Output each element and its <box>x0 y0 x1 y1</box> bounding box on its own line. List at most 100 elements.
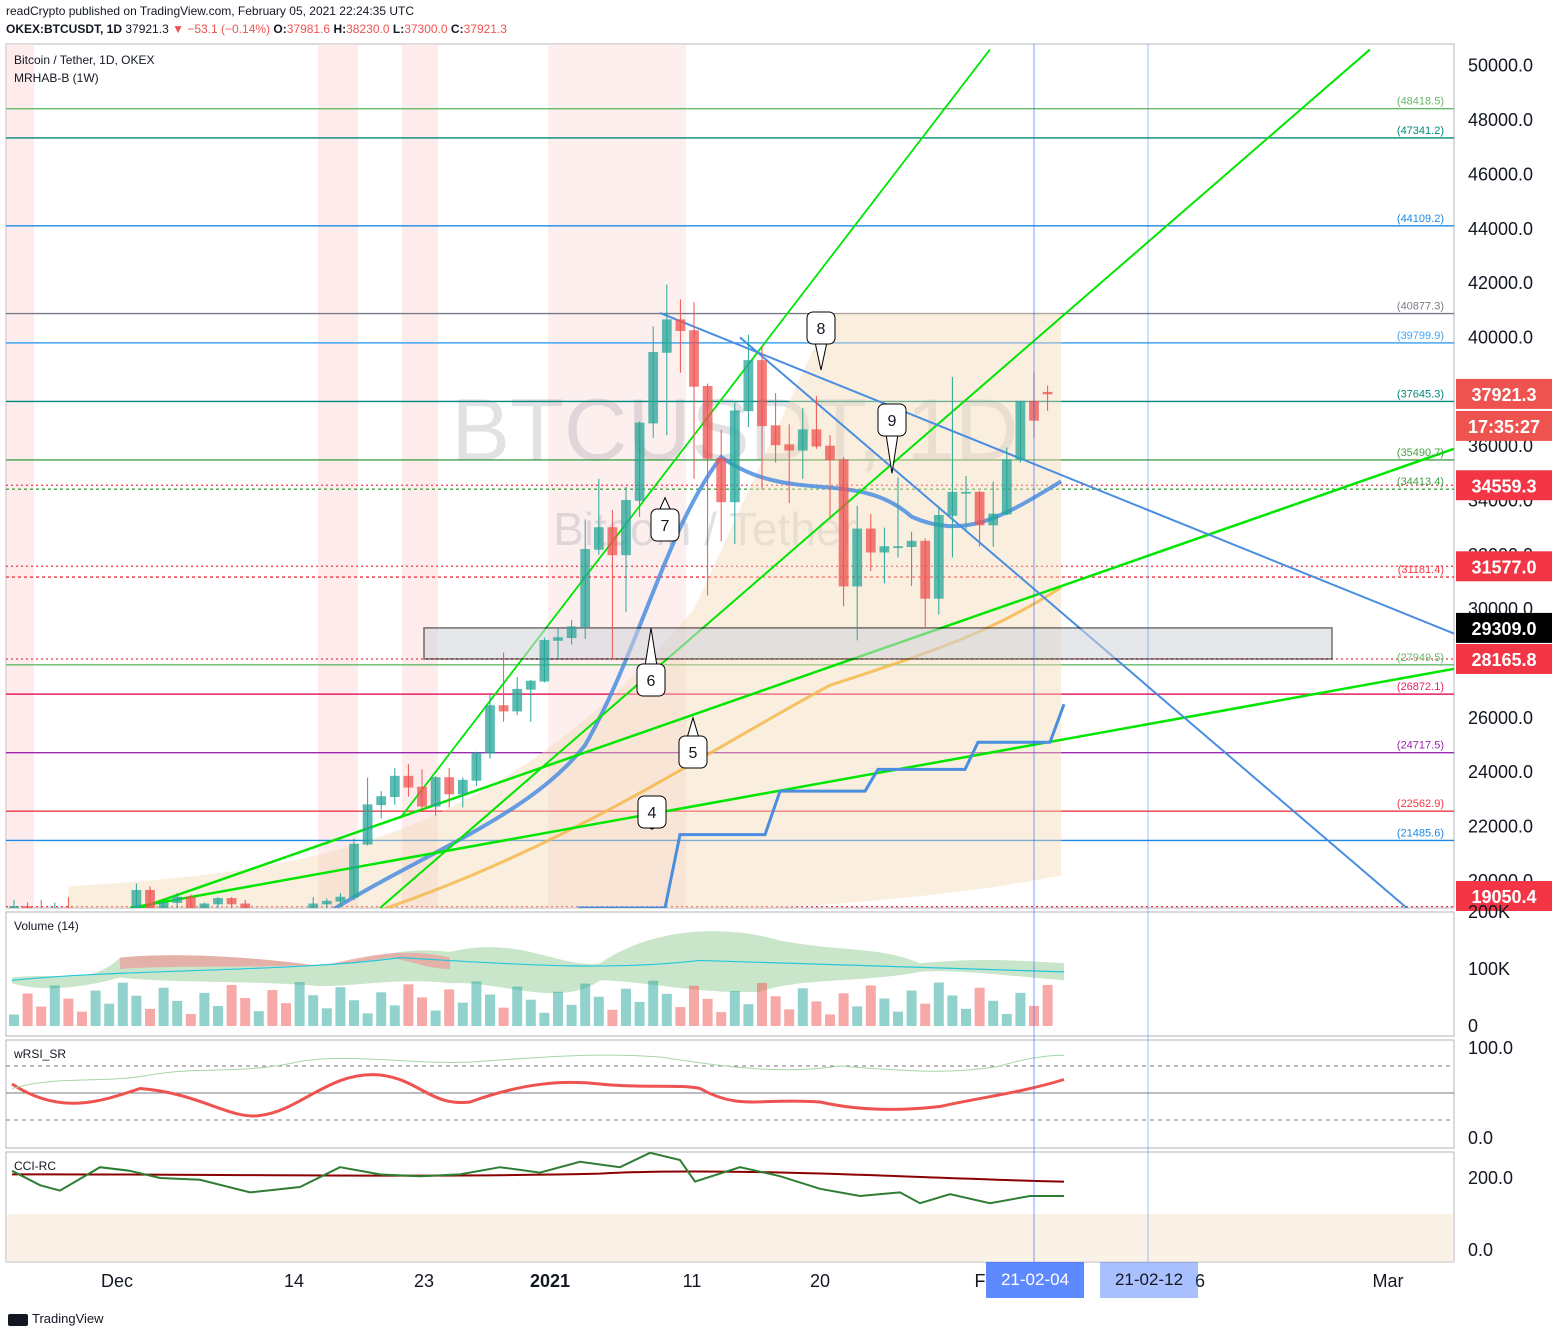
volume-bar <box>485 994 495 1026</box>
price-change: ▼ −53.1 (−0.14%) <box>172 22 271 36</box>
volume-bar <box>879 998 890 1026</box>
candle <box>553 628 563 659</box>
wave-marker-8: 8 <box>806 311 836 371</box>
candle-body <box>417 786 427 807</box>
candle-body <box>566 626 577 639</box>
volume-bar <box>104 1003 115 1026</box>
candle-body <box>974 491 985 526</box>
volume-bar <box>825 1014 835 1026</box>
volume-bar <box>906 990 917 1026</box>
wrsi-axis-tick: 0.0 <box>1468 1128 1493 1148</box>
level-label: (47341.2) <box>1397 125 1444 137</box>
volume-bar <box>566 1004 577 1026</box>
volume-bar <box>321 1008 332 1026</box>
volume-bar <box>539 1012 550 1026</box>
wave-marker-6: 6 <box>636 628 666 697</box>
candle-body <box>634 422 645 501</box>
candle <box>158 899 169 908</box>
level-label: (44109.2) <box>1397 213 1444 225</box>
candle-body <box>702 385 713 459</box>
candle-body <box>743 360 754 412</box>
volume-bar <box>417 997 427 1026</box>
wave-marker-9: 9 <box>877 403 907 474</box>
candle-body <box>22 906 33 908</box>
price-axis-tick: 50000.0 <box>1468 56 1533 76</box>
volume-ma <box>11 956 1065 981</box>
marker-label: 8 <box>817 321 826 338</box>
wrsi-pane[interactable] <box>5 1039 1455 1149</box>
candle <box>920 538 931 629</box>
volume-bar <box>145 1008 155 1026</box>
level-label: (31181.4) <box>1398 564 1444 576</box>
candle <box>498 652 509 722</box>
candle <box>947 376 958 558</box>
volume-bar <box>811 1001 822 1026</box>
candle <box>716 429 727 542</box>
candle-body <box>131 889 142 908</box>
price-tag-bg <box>1456 612 1552 643</box>
candle <box>757 345 767 490</box>
volume-bar <box>621 988 631 1026</box>
open-value: 37981.6 <box>286 22 331 36</box>
marker-box <box>636 663 666 697</box>
candle <box>9 899 19 908</box>
candle-body <box>675 319 686 332</box>
cci-axis-tick: 200.0 <box>1468 1168 1513 1188</box>
price-tag-bg <box>1456 881 1552 911</box>
candle <box>63 897 74 908</box>
candle-body <box>158 902 169 908</box>
candle-body <box>430 777 441 807</box>
candle-body <box>661 319 672 353</box>
volume-bar <box>525 999 536 1026</box>
candle <box>906 531 917 587</box>
candle-body <box>1042 391 1053 395</box>
candle-body <box>226 898 237 905</box>
tradingview-logo-icon <box>8 1313 28 1326</box>
candle <box>865 514 876 572</box>
volume-bar <box>852 1006 863 1026</box>
volume-bar <box>1001 1013 1012 1026</box>
wrsi-line <box>11 1073 1065 1118</box>
volume-bar <box>63 998 74 1026</box>
price-tag: 28165.8 <box>1471 650 1536 670</box>
candle-body <box>797 429 808 451</box>
candle-body <box>621 500 631 556</box>
cci-ma <box>11 1170 1065 1183</box>
wrsi-signal <box>11 1054 1065 1089</box>
candle-body <box>172 896 183 903</box>
volume-bar <box>648 980 659 1026</box>
marker-label: 6 <box>647 673 656 690</box>
candle <box>349 838 359 900</box>
candle-body <box>376 796 387 806</box>
candle-body <box>321 900 332 905</box>
price-tag-bg <box>1456 643 1552 674</box>
cci-title: CCI-RC <box>14 1159 56 1173</box>
candle <box>770 393 781 463</box>
marker-pointer <box>686 716 700 739</box>
candle-body <box>525 680 536 690</box>
candle <box>961 476 971 532</box>
volume-bar <box>389 1005 400 1026</box>
volume-bar <box>893 1011 903 1026</box>
volume-bar <box>729 990 740 1026</box>
time-axis-tick: 23 <box>414 1271 434 1291</box>
volume-axis-tick: 100K <box>1468 959 1510 979</box>
candle <box>797 408 808 479</box>
publisher-line: readCrypto published on TradingView.com,… <box>6 4 415 18</box>
candle-body <box>988 513 999 526</box>
candle <box>131 883 142 908</box>
cci-band <box>6 1214 1454 1262</box>
candle <box>661 284 672 436</box>
candle <box>580 519 591 640</box>
price-axis-tick: 24000.0 <box>1468 762 1533 782</box>
volume-bar <box>403 984 414 1026</box>
level-label: (35490.7) <box>1397 447 1444 459</box>
volume-bar <box>553 991 563 1026</box>
price-axis-tick: 40000.0 <box>1468 327 1533 347</box>
last-price: 37921.3 <box>125 22 169 36</box>
volume-bar <box>267 990 278 1026</box>
price-tag: 31577.0 <box>1471 557 1536 577</box>
marker-label: 5 <box>689 745 698 762</box>
candle <box>457 777 468 808</box>
